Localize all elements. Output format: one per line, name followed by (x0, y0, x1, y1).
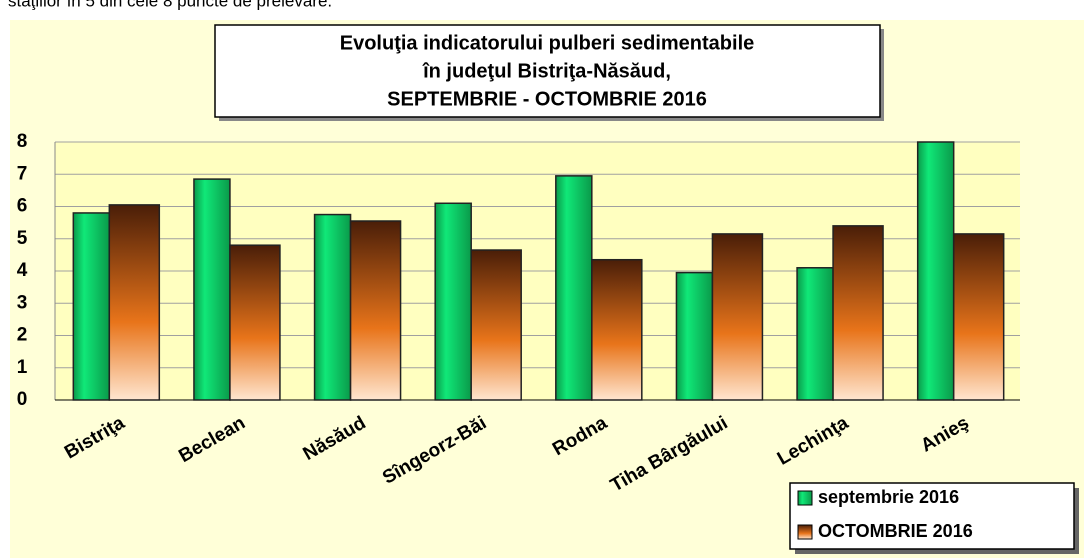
y-tick-label: 2 (17, 325, 28, 346)
y-tick-label: 4 (17, 260, 28, 281)
bar (796, 267, 834, 401)
y-tick-label: 8 (17, 131, 28, 152)
legend-swatch (797, 524, 813, 540)
bar (72, 212, 111, 401)
y-tick-label: 0 (17, 389, 28, 410)
chart-title: SEPTEMBRIE - OCTOMBRIE 2016 (387, 88, 707, 110)
caption: staţiilor în 5 din cele 8 puncte de prel… (8, 0, 332, 10)
y-tick-label: 5 (17, 228, 28, 249)
chart-title: Evoluţia indicatorului pulberi sedimenta… (340, 32, 755, 54)
bar (434, 202, 472, 401)
bar (313, 213, 352, 401)
bar (229, 244, 281, 401)
legend-label: septembrie 2016 (818, 487, 959, 507)
bar (916, 141, 955, 401)
bar (470, 249, 522, 401)
chart-title: în judeţul Bistriţa-Năsăud, (422, 60, 671, 82)
y-tick-label: 7 (17, 163, 28, 184)
bar (349, 220, 402, 401)
bar (108, 204, 161, 401)
y-tick-label: 1 (17, 357, 28, 378)
bar (193, 178, 231, 401)
title-box (214, 24, 881, 118)
legend-label: OCTOMBRIE 2016 (818, 521, 973, 541)
legend-swatch (797, 490, 813, 506)
legend (789, 482, 1075, 550)
bar (591, 258, 643, 401)
bar (675, 271, 714, 401)
bar (711, 233, 764, 401)
y-tick-label: 6 (17, 196, 28, 217)
y-tick-label: 3 (17, 292, 28, 313)
bar (555, 175, 593, 401)
bar (832, 225, 884, 401)
bar (952, 233, 1005, 401)
